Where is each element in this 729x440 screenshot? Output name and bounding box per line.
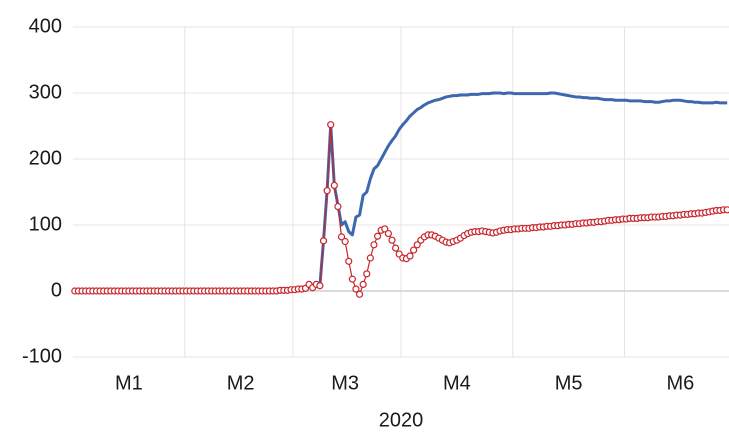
y-tick-label: 100 xyxy=(29,213,62,235)
point-marker xyxy=(410,246,418,254)
point-marker xyxy=(413,241,421,249)
y-tick-label: 200 xyxy=(29,147,62,169)
x-tick-label: M6 xyxy=(666,372,694,394)
x-tick-label: M5 xyxy=(555,372,583,394)
point-marker xyxy=(327,121,335,129)
point-marker xyxy=(319,237,328,245)
point-marker xyxy=(330,181,338,189)
point-marker xyxy=(341,237,349,246)
point-marker xyxy=(388,236,396,244)
point-marker xyxy=(406,252,414,260)
y-tick-label: -100 xyxy=(22,345,62,367)
y-tick-label: 400 xyxy=(29,15,62,37)
y-tick-label: 0 xyxy=(51,279,62,301)
point-marker xyxy=(323,187,331,195)
point-marker xyxy=(363,270,371,278)
point-marker xyxy=(723,206,729,214)
point-marker xyxy=(352,285,360,293)
point-marker xyxy=(370,241,378,249)
point-marker xyxy=(316,282,324,290)
point-marker xyxy=(359,280,367,288)
x-tick-label: M3 xyxy=(331,372,359,394)
point-marker xyxy=(381,225,389,233)
point-marker xyxy=(373,232,382,240)
point-marker xyxy=(337,233,346,241)
y-tick-label: 300 xyxy=(29,81,62,103)
point-marker xyxy=(366,254,374,262)
point-marker xyxy=(355,290,364,298)
x-tick-label: M1 xyxy=(115,372,143,394)
point-marker xyxy=(334,202,342,211)
point-marker xyxy=(348,275,356,283)
x-tick-label: M2 xyxy=(227,372,255,394)
x-axis-label: 2020 xyxy=(379,409,424,431)
point-marker xyxy=(384,229,392,238)
point-marker xyxy=(391,244,400,252)
point-marker xyxy=(345,257,353,265)
x-tick-label: M4 xyxy=(443,372,471,394)
